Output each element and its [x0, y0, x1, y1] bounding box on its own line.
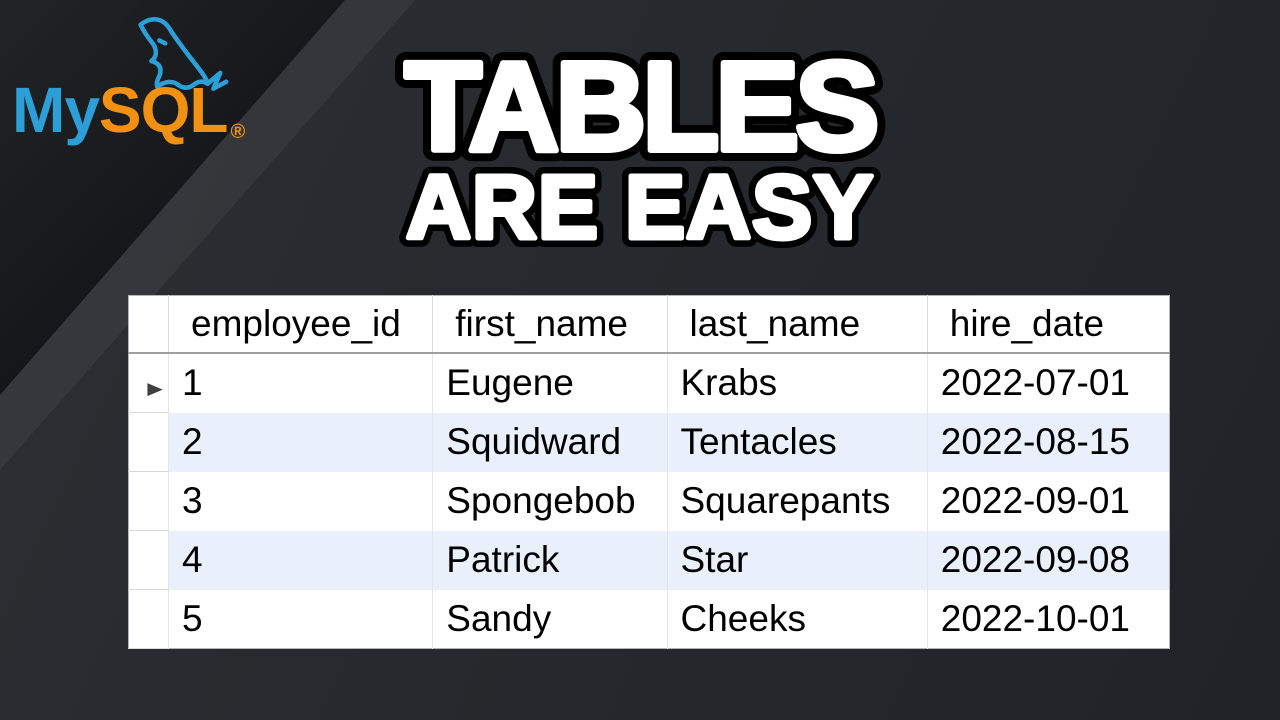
row-selector-cell[interactable]	[128, 412, 170, 472]
table-row: 2 Squidward Tentacles 2022-08-15	[128, 412, 1170, 472]
table-cell[interactable]: 4	[168, 530, 434, 590]
title-line-2-outline: ARE EASY	[406, 158, 874, 258]
column-header-last-name[interactable]: last_name	[667, 295, 928, 354]
registered-trademark-icon: ®	[230, 121, 245, 143]
table-cell[interactable]: Star	[667, 530, 928, 590]
title-line-2: ARE EASY	[406, 158, 874, 258]
row-selector-arrow-icon: ▶	[147, 379, 163, 399]
column-header-hire-date[interactable]: hire_date	[927, 295, 1170, 354]
table-cell[interactable]: 2022-10-01	[940, 597, 1131, 639]
column-header-employee-id[interactable]: employee_id	[168, 295, 434, 354]
title-line-1-outline: TABLES	[405, 36, 876, 177]
table-cell[interactable]: Squidward	[432, 412, 668, 472]
table-cell[interactable]: 3	[168, 471, 434, 531]
table-cell[interactable]: 2022-09-08	[927, 530, 1170, 590]
table-cell[interactable]: 2022-08-15	[927, 412, 1170, 472]
table-cell[interactable]: 2022-09-01	[940, 480, 1131, 521]
mysql-dolphin-icon	[138, 17, 229, 91]
mysql-wordmark-sql: SQL	[98, 74, 229, 146]
mysql-logo: MySQL ®	[0, 0, 260, 170]
row-selector-cell[interactable]	[128, 530, 170, 590]
table-cell[interactable]: 1	[168, 353, 434, 413]
row-selector-cell[interactable]	[128, 589, 170, 649]
table-cell[interactable]: 2	[168, 412, 434, 472]
table-cell[interactable]: 5	[168, 589, 434, 649]
table-cell[interactable]: Cheeks	[667, 589, 928, 649]
table-row: ▶ 1 Eugene Krabs 2022-07-01	[128, 353, 1170, 413]
table-cell[interactable]: Eugene	[432, 353, 668, 413]
table-row: 4 Patrick Star 2022-09-08	[128, 530, 1170, 590]
table-cell[interactable]: Patrick	[432, 530, 668, 590]
column-header-first-name[interactable]: first_name	[432, 295, 668, 354]
table-cell[interactable]: Spongebob	[432, 471, 668, 531]
table-row: 5 Sandy Cheeks 2022-10-01	[128, 589, 1170, 649]
table-row: 3 Spongebob Squarepants 2022-09-01	[128, 471, 1170, 531]
title-line-1: TABLES	[405, 36, 876, 177]
table-cell[interactable]: Sandy	[432, 589, 668, 649]
selector-column-header[interactable]	[128, 295, 170, 354]
table-cell[interactable]: Squarepants	[667, 471, 928, 531]
table-cell[interactable]: Tentacles	[667, 412, 928, 472]
table-cell[interactable]: Krabs	[667, 353, 928, 413]
row-selector-cell[interactable]	[128, 471, 170, 531]
header-row: employee_id first_name last_name hire_da…	[128, 295, 1170, 354]
table-cell[interactable]: 2022-07-01	[940, 362, 1131, 404]
results-grid: employee_id first_name last_name hire_da…	[128, 295, 1170, 649]
mysql-wordmark: MySQL ®	[12, 78, 245, 143]
row-selector-cell[interactable]: ▶	[128, 353, 170, 413]
mysql-wordmark-my: My	[12, 74, 100, 146]
